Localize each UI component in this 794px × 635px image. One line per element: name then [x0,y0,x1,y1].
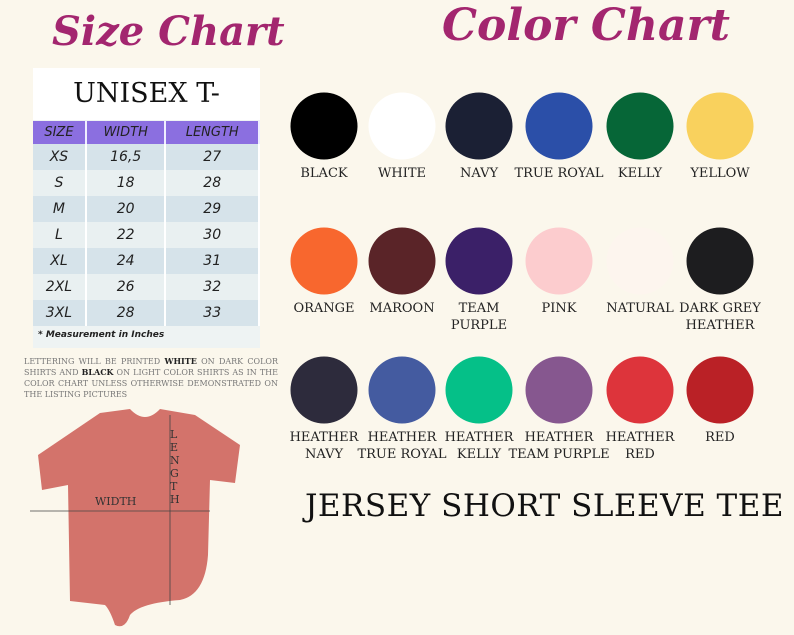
table-cell: 24 [85,248,167,274]
table-cell: L [33,222,87,248]
header-length: LENGTH [165,121,260,144]
table-cell: 30 [165,222,260,248]
color-label: HEATHER TEAM PURPLE [508,430,610,462]
color-swatch [686,92,754,160]
table-row: L 22 30 [33,222,260,248]
color-label: YELLOW [690,166,750,181]
color-label: DARK GREY HEATHER [679,301,761,333]
color-label: RED [705,430,735,445]
color-swatch [525,356,593,424]
lettering-white: WHITE [164,356,197,366]
measurement-note: * Measurement in Inches [38,330,165,340]
table-cell: S [33,170,87,196]
table-row: M 20 29 [33,196,260,222]
table-cell: 33 [165,300,260,326]
color-label: PINK [541,301,577,316]
table-cell: XL [33,248,87,274]
color-label: HEATHER RED [605,430,675,462]
color-swatch [606,356,674,424]
color-swatch [525,227,593,295]
lettering-text: on dark color shirts and [24,357,278,377]
color-swatch [445,92,513,160]
table-cell: 27 [165,144,260,170]
header-width: WIDTH [85,121,167,144]
color-swatch [445,356,513,424]
table-cell: 28 [165,170,260,196]
table-row: 2XL 26 32 [33,274,260,300]
header-size: SIZE [33,121,87,144]
color-label: HEATHER TRUE ROYAL [357,430,447,462]
table-cell: 18 [85,170,167,196]
color-label: BLACK [300,166,348,181]
color-label: TRUE ROYAL [514,166,604,181]
color-label: WHITE [378,166,426,181]
table-title: UNISEX T-SHIRT [33,68,260,161]
table-row: XS 16,5 27 [33,144,260,170]
color-label: HEATHER NAVY [289,430,359,462]
table-cell: 20 [85,196,167,222]
lettering-text: Lettering will be printed [24,357,165,366]
table-row: S 18 28 [33,170,260,196]
lettering-black: BLACK [81,367,114,377]
color-swatch [290,227,358,295]
color-swatch [368,356,436,424]
table-row: 3XL 28 33 [33,300,260,326]
color-label: HEATHER KELLY [444,430,514,462]
width-label: WIDTH [95,495,136,508]
lettering-text: on light color shirts as in the color ch… [24,368,278,399]
table-cell: XS [33,144,87,170]
length-label: LENGTH [170,428,180,506]
color-label: TEAM PURPLE [450,301,508,333]
color-swatch [368,92,436,160]
table-cell: M [33,196,87,222]
color-swatch [290,92,358,160]
size-chart-title: Size Chart [52,8,285,55]
table-cell: 31 [165,248,260,274]
color-label: MAROON [369,301,435,316]
table-cell: 22 [85,222,167,248]
color-swatch [606,227,674,295]
table-cell: 28 [85,300,167,326]
tshirt-diagram: WIDTH [30,409,240,627]
color-label: ORANGE [293,301,355,316]
color-swatch [606,92,674,160]
tshirt-shape [38,409,240,627]
color-swatch [686,356,754,424]
table-cell: 2XL [33,274,87,300]
color-swatch [290,356,358,424]
product-name: JERSEY SHORT SLEEVE TEE [305,488,784,524]
table-cell: 29 [165,196,260,222]
color-chart-title: Color Chart [442,0,730,51]
color-label: NAVY [459,166,499,181]
color-label: KELLY [617,166,663,181]
color-swatch [686,227,754,295]
table-cell: 32 [165,274,260,300]
color-swatch [445,227,513,295]
table-cell: 26 [85,274,167,300]
table-row: XL 24 31 [33,248,260,274]
table-cell: 3XL [33,300,87,326]
color-swatch [525,92,593,160]
table-cell: 16,5 [85,144,167,170]
color-label: NATURAL [606,301,674,316]
size-table: SIZE WIDTH LENGTH XS 16,5 27 S 18 28 M 20 29 L 22 3… [33,121,260,326]
color-swatch [368,227,436,295]
lettering-note: Lettering will be printed WHITE on dark … [24,356,278,400]
